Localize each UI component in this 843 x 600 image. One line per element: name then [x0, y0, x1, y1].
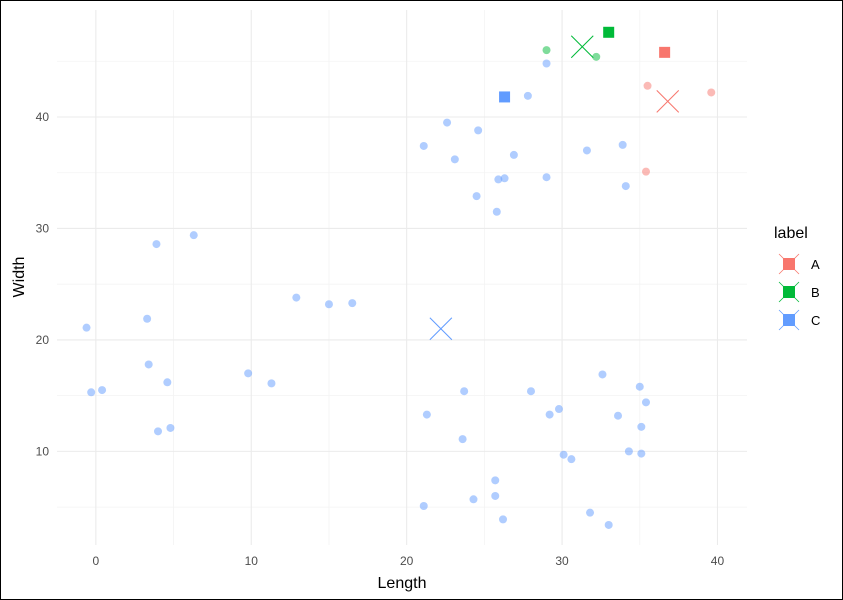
x-tick-label: 0 — [93, 554, 100, 568]
data-point-c — [152, 240, 161, 249]
data-point-c — [509, 150, 518, 159]
data-point-c — [292, 293, 301, 302]
data-point-a — [641, 167, 650, 176]
legend-key-b — [778, 281, 800, 303]
data-point-c — [189, 231, 198, 240]
x-tick-labels: 0 10 20 30 40 — [93, 554, 725, 568]
data-point-c — [244, 369, 253, 378]
data-point-c — [559, 450, 568, 459]
y-tick-label: 30 — [36, 221, 50, 235]
data-point-a — [643, 81, 652, 90]
data-point-c — [637, 449, 646, 458]
data-point-c — [450, 155, 459, 164]
data-point-c — [500, 174, 509, 183]
data-point-c — [143, 314, 152, 323]
true-center-square-b — [603, 26, 615, 38]
data-point-b — [592, 52, 601, 61]
minor-grid — [57, 10, 747, 545]
center-mark-a — [656, 90, 680, 113]
legend-key-a — [778, 253, 800, 275]
data-point-c — [523, 91, 532, 100]
data-point-c — [491, 491, 500, 500]
data-point-c — [641, 398, 650, 407]
data-point-c — [618, 140, 627, 149]
data-point-c — [492, 207, 501, 216]
legend-key-c — [778, 309, 800, 331]
data-points — [82, 46, 716, 529]
data-point-c — [267, 379, 276, 388]
data-point-c — [604, 520, 613, 529]
data-point-c — [586, 508, 595, 517]
data-point-c — [98, 386, 107, 395]
data-point-c — [621, 182, 630, 191]
legend-label-c: C — [811, 313, 820, 328]
x-tick-label: 20 — [400, 554, 414, 568]
y-tick-label: 10 — [36, 444, 50, 458]
center-mark-b — [570, 35, 594, 59]
data-point-c — [348, 299, 357, 308]
data-point-b — [542, 46, 551, 55]
data-point-c — [144, 360, 153, 369]
data-point-c — [624, 447, 633, 456]
data-point-c — [166, 423, 175, 432]
y-axis-title: Width — [11, 257, 28, 298]
data-point-c — [526, 387, 535, 396]
data-point-c — [542, 173, 551, 182]
data-point-c — [637, 422, 646, 431]
data-point-c — [87, 388, 96, 397]
x-axis-title: Length — [378, 575, 427, 592]
data-point-c — [545, 410, 554, 419]
data-point-c — [567, 455, 576, 464]
data-point-c — [324, 300, 333, 309]
data-point-c — [542, 59, 551, 68]
center-mark-c — [429, 317, 453, 341]
legend: label ABC — [774, 225, 820, 331]
x-tick-label: 40 — [711, 554, 725, 568]
data-point-c — [491, 476, 500, 485]
legend-title: label — [774, 225, 808, 242]
data-point-c — [469, 495, 478, 504]
true-center-square-c — [499, 91, 511, 103]
x-tick-label: 10 — [245, 554, 259, 568]
data-point-c — [635, 382, 644, 391]
true-center-square-a — [659, 46, 671, 58]
data-point-c — [499, 515, 508, 524]
data-point-c — [460, 387, 469, 396]
data-point-c — [163, 378, 172, 387]
data-point-c — [422, 410, 431, 419]
legend-label-a: A — [811, 257, 820, 272]
data-point-a — [707, 88, 716, 97]
major-grid — [57, 10, 747, 545]
data-point-c — [419, 141, 428, 150]
data-point-c — [494, 175, 503, 184]
data-point-c — [154, 427, 163, 436]
y-tick-label: 20 — [36, 333, 50, 347]
data-point-c — [474, 126, 483, 135]
x-tick-label: 30 — [555, 554, 569, 568]
data-point-c — [419, 501, 428, 510]
cluster-centers — [429, 26, 680, 341]
data-point-c — [458, 435, 467, 444]
data-point-c — [82, 323, 91, 332]
data-point-c — [443, 118, 452, 127]
data-point-c — [472, 192, 481, 201]
data-point-c — [598, 370, 607, 379]
y-tick-label: 40 — [36, 110, 50, 124]
plot-panel — [57, 10, 747, 545]
data-point-c — [554, 405, 563, 414]
data-point-c — [582, 146, 591, 155]
y-tick-labels: 10 20 30 40 — [36, 110, 50, 458]
data-point-c — [614, 411, 623, 420]
legend-label-b: B — [811, 285, 820, 300]
